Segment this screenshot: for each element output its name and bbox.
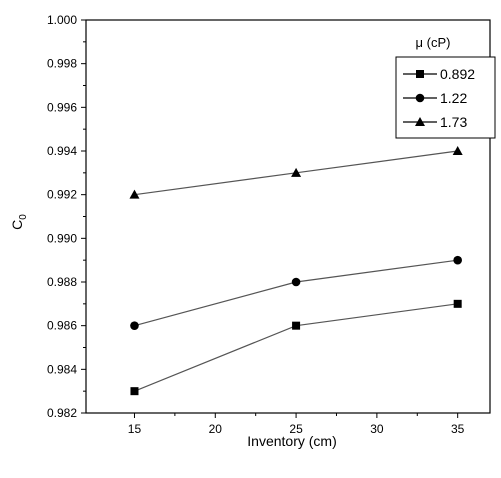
- y-axis-label: C0: [9, 214, 29, 230]
- legend-marker: [416, 70, 424, 78]
- y-tick-label: 0.994: [47, 144, 77, 158]
- legend-marker: [415, 117, 425, 126]
- legend-title: μ (cP): [416, 35, 451, 50]
- series-line: [134, 259, 458, 327]
- legend: μ (cP) 0.892 1.22 1.73: [395, 35, 496, 139]
- y-tick-label: 1.000: [47, 13, 77, 27]
- x-tick-label: 15: [128, 422, 142, 436]
- legend-marker: [415, 93, 425, 103]
- legend-label: 1.73: [440, 114, 467, 130]
- data-point: [292, 321, 301, 330]
- legend-item: 0.892: [403, 66, 475, 82]
- data-point: [291, 167, 302, 177]
- x-tick-label: 25: [289, 422, 303, 436]
- data-point: [452, 146, 463, 155]
- x-axis: 15 20 25 30 35: [128, 413, 465, 436]
- data-point: [129, 189, 140, 199]
- series-circle: [130, 255, 462, 330]
- y-axis-label-subscript: 0: [18, 214, 29, 220]
- x-tick-label: 30: [370, 422, 384, 436]
- series-layer: [129, 146, 463, 396]
- y-tick-label: 0.992: [47, 188, 77, 202]
- legend-label: 0.892: [440, 66, 475, 82]
- y-tick-label: 0.996: [47, 100, 77, 114]
- series-square: [130, 299, 462, 396]
- data-point: [453, 299, 462, 308]
- x-tick-label: 20: [209, 422, 223, 436]
- legend-item: 1.73: [403, 114, 467, 130]
- legend-label: 1.22: [440, 90, 467, 106]
- legend-item: 1.22: [403, 90, 467, 106]
- data-point: [291, 277, 301, 287]
- series-line: [134, 303, 458, 392]
- x-tick-label: 35: [451, 422, 465, 436]
- data-point: [130, 387, 139, 396]
- y-axis: 0.982 0.984 0.986 0.988 0.990 0.992 0.994 0.996…: [47, 13, 86, 420]
- data-point: [453, 255, 462, 265]
- y-tick-label: 0.982: [47, 406, 77, 420]
- x-axis-label: Inventory (cm): [247, 433, 336, 449]
- y-tick-label: 0.986: [47, 319, 77, 333]
- series-triangle: [129, 146, 463, 199]
- y-tick-label: 0.984: [47, 362, 77, 376]
- y-tick-label: 0.990: [47, 231, 77, 245]
- data-point: [130, 321, 139, 330]
- y-axis-label-main: C: [9, 220, 25, 230]
- y-tick-label: 0.988: [47, 275, 77, 289]
- y-tick-label: 0.998: [47, 57, 77, 71]
